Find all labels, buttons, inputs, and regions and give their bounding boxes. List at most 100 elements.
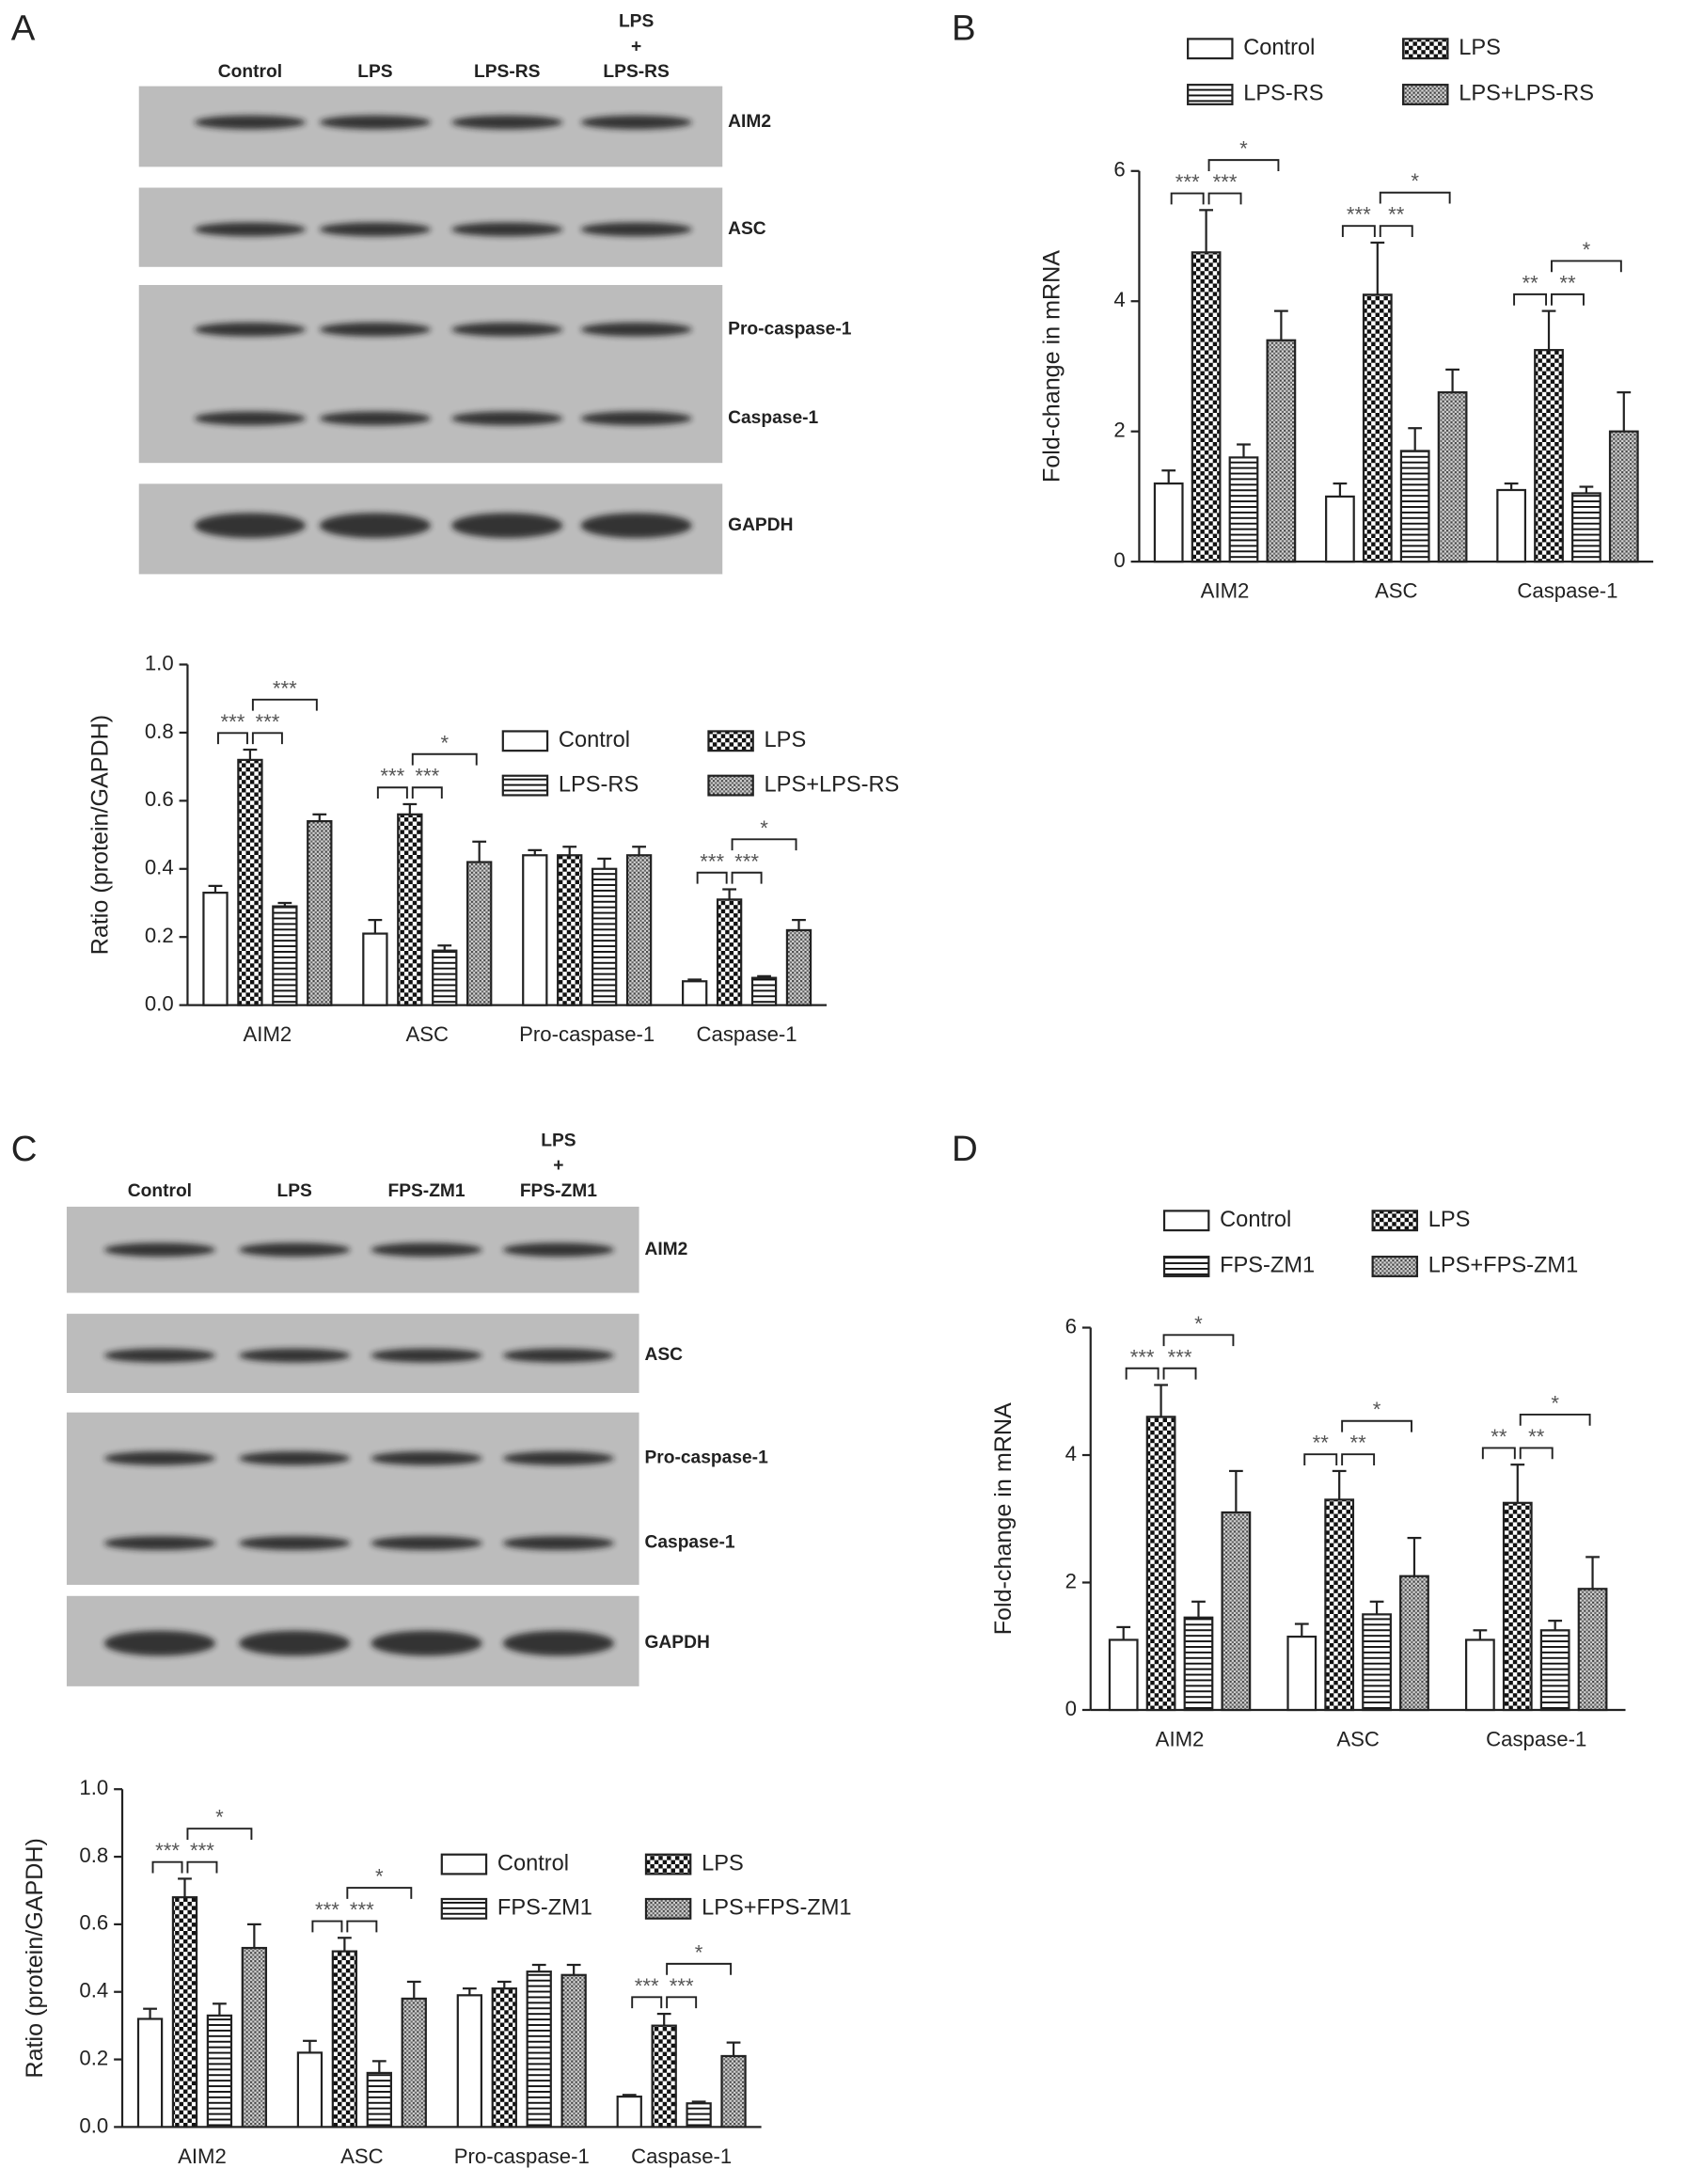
bar [466, 861, 493, 1006]
significance-label: *** [155, 1839, 180, 1862]
band-label: Caspase-1 [728, 408, 818, 428]
blot-band [502, 1630, 614, 1656]
y-tick-label: 1.0 [145, 651, 174, 674]
blot-band [103, 1451, 215, 1465]
blot-band [319, 411, 431, 426]
significance-bracket [1207, 192, 1242, 205]
blot-band [194, 115, 307, 130]
significance-bracket [1379, 191, 1451, 204]
band-label: GAPDH [728, 515, 793, 535]
legend-label: LPS [702, 1851, 744, 1875]
y-tick-label: 0.8 [79, 1844, 108, 1867]
band-label: AIM2 [644, 1240, 687, 1259]
legend-swatch [440, 1853, 488, 1875]
blot-band [371, 1451, 482, 1465]
legend-swatch [1371, 1256, 1419, 1277]
significance-bracket [666, 1996, 698, 2009]
legend-label: LPS [1428, 1208, 1471, 1232]
blot-band [451, 115, 563, 130]
bar [171, 1896, 198, 2129]
bar [526, 1970, 552, 2129]
bar [456, 1994, 483, 2129]
legend-label: LPS+LPS-RS [765, 772, 900, 797]
legend-label: FPS-ZM1 [1220, 1254, 1315, 1278]
band-label: Pro-caspase-1 [644, 1448, 768, 1468]
lane-label: LPS [619, 12, 655, 32]
blot-band [451, 322, 563, 337]
significance-bracket [1551, 293, 1585, 306]
bar [1108, 1638, 1139, 1712]
bar [307, 819, 333, 1006]
legend-label: LPS-RS [559, 772, 639, 797]
bar [401, 1997, 427, 2129]
legend-label: Control [497, 1851, 569, 1875]
significance-bracket [1162, 1334, 1235, 1347]
significance-bracket [1519, 1414, 1591, 1426]
significance-label: *** [1175, 170, 1200, 194]
significance-label: * [1411, 169, 1419, 193]
bar [522, 854, 548, 1006]
bar [362, 932, 388, 1006]
legend-label: Control [559, 728, 630, 752]
y-tick-label: 0.2 [145, 924, 174, 947]
y-axis-title: Ratio (protein/GAPDH) [87, 715, 113, 955]
bar [1183, 1616, 1214, 1712]
legend-swatch [1187, 84, 1234, 105]
significance-label: * [1194, 1312, 1203, 1336]
significance-label: ** [1528, 1425, 1545, 1448]
lane-label: FPS-ZM1 [387, 1181, 465, 1201]
legend-label: LPS-RS [1243, 82, 1323, 106]
x-tick-label: ASC [1336, 1727, 1380, 1750]
panel-label: A [11, 8, 36, 49]
bar [206, 2014, 233, 2129]
legend-swatch [1162, 1210, 1210, 1232]
lane-label: LPS [357, 62, 393, 82]
significance-bracket [1207, 159, 1280, 171]
significance-bracket [411, 752, 478, 766]
significance-label: *** [190, 1839, 214, 1862]
legend-swatch [501, 774, 549, 797]
significance-label: * [1583, 238, 1591, 261]
legend-label: LPS [1459, 36, 1501, 60]
x-tick-label: Caspase-1 [1486, 1727, 1586, 1750]
lane-label: Control [218, 62, 282, 82]
y-tick-label: 0.4 [79, 1979, 108, 2002]
panel-label: C [11, 1129, 38, 1169]
significance-bracket [186, 1828, 253, 1841]
bar [716, 898, 743, 1006]
band-label: Caspase-1 [644, 1533, 734, 1553]
bar [241, 1946, 268, 2129]
blot-band [580, 411, 692, 426]
bar [616, 2095, 642, 2129]
blot-band [502, 1348, 614, 1363]
significance-label: *** [415, 765, 439, 788]
significance-label: *** [273, 676, 297, 700]
y-axis-title: Fold-change in mRNA [1038, 250, 1065, 483]
legend-swatch [1187, 38, 1234, 60]
blot-band [239, 1536, 351, 1551]
bar [785, 928, 812, 1006]
significance-bracket [1125, 1367, 1160, 1380]
blot-band [451, 513, 563, 539]
y-tick-label: 0.4 [145, 856, 174, 879]
x-tick-label: AIM2 [1201, 579, 1250, 603]
bar [136, 2018, 164, 2129]
significance-bracket [216, 732, 248, 745]
bar [237, 758, 263, 1006]
significance-label: *** [315, 1898, 339, 1922]
significance-label: ** [1313, 1432, 1330, 1455]
bar [651, 2024, 677, 2129]
blot-band [239, 1242, 351, 1258]
significance-label: *** [670, 1974, 694, 1998]
significance-label: ** [1522, 271, 1538, 294]
band-label: ASC [644, 1345, 683, 1365]
legend-label: Control [1220, 1208, 1291, 1232]
bar [557, 854, 583, 1006]
blot-band [502, 1451, 614, 1465]
significance-label: * [1373, 1398, 1381, 1421]
significance-label: *** [1213, 170, 1238, 194]
y-tick-label: 0.2 [79, 2046, 108, 2069]
blot-band [580, 115, 692, 130]
legend-label: LPS+LPS-RS [1459, 82, 1594, 106]
legend-swatch [644, 1853, 692, 1875]
